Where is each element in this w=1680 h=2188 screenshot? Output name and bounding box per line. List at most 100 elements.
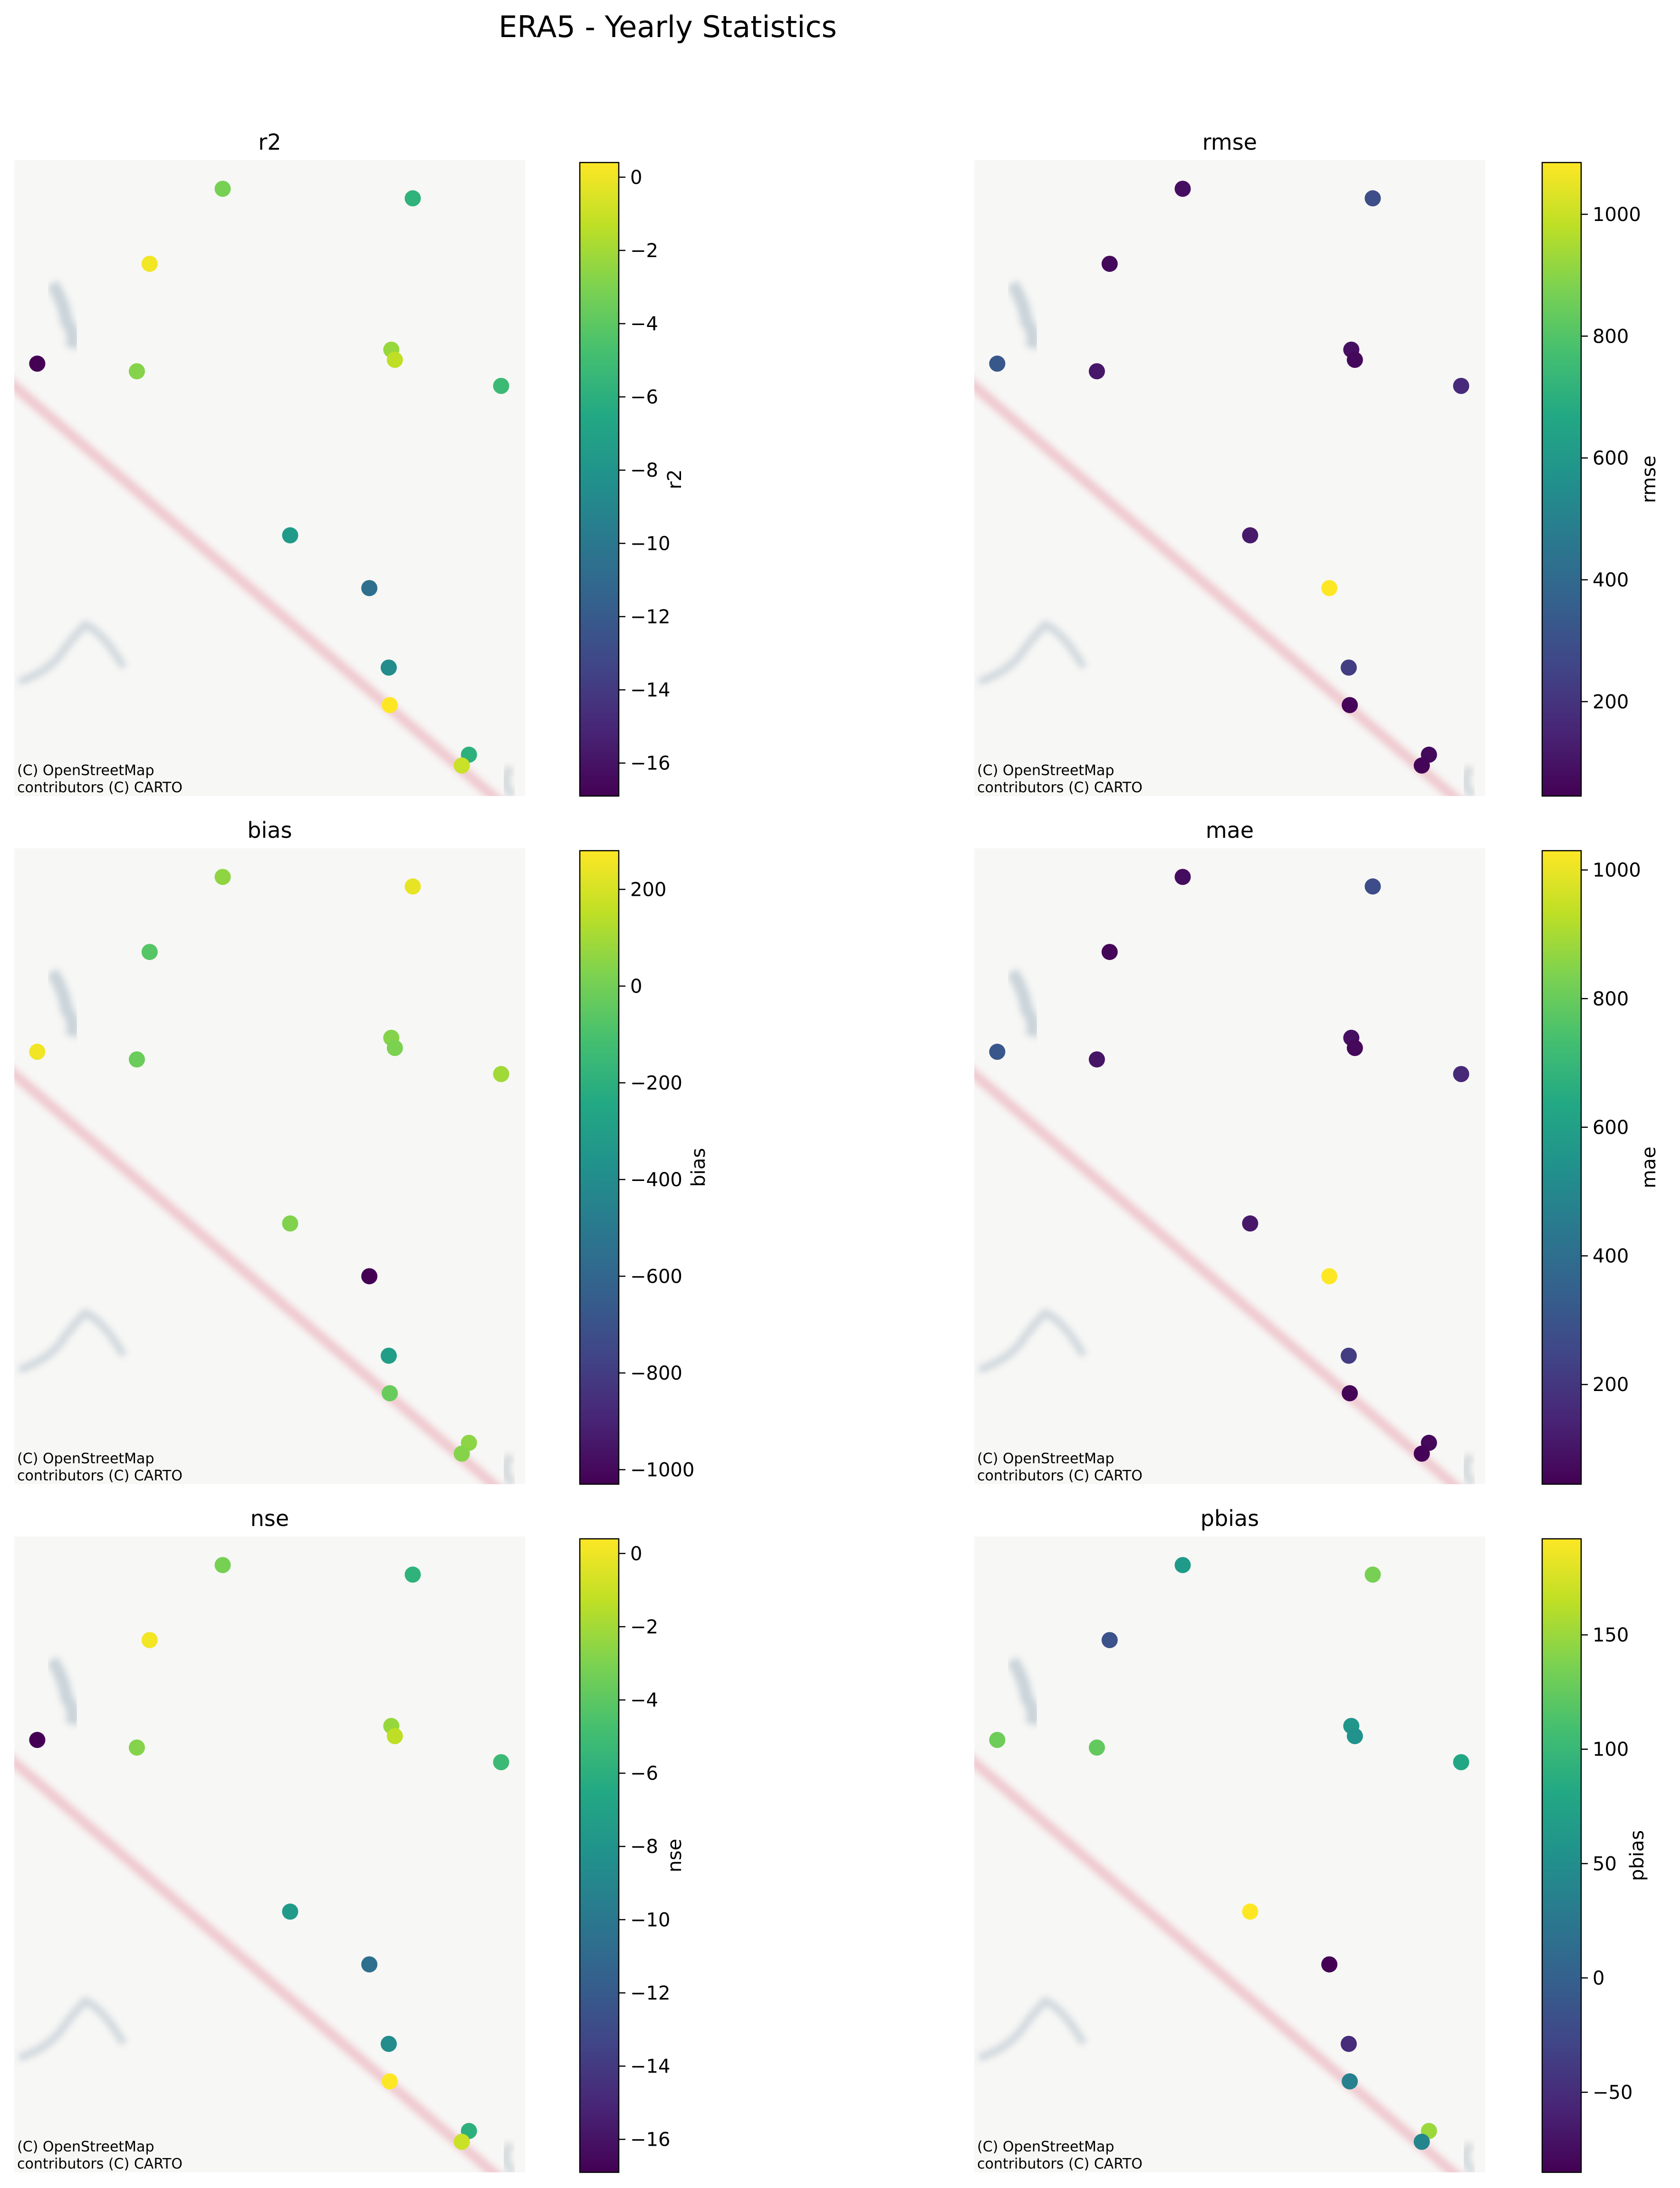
map-attribution: (C) OpenStreetMap [977,762,1114,779]
data-point [1346,352,1363,368]
colorbar-label: bias [688,1148,710,1187]
road-line [974,1756,1461,2172]
colorbar-tick-label: −2 [630,240,658,262]
data-point [29,1732,46,1748]
road-line [14,379,501,796]
data-point [1101,944,1118,960]
water-feature [47,969,79,1038]
colorbar-tick-label: 400 [1593,1246,1629,1267]
data-point [214,181,231,197]
colorbar-gradient [1541,162,1582,797]
basemap [974,160,1485,796]
data-point [493,377,509,394]
basemap-background [974,160,1485,796]
map-attribution: (C) OpenStreetMap [17,762,154,779]
data-point [493,1754,509,1770]
basemap-background [974,848,1485,1484]
data-points [989,869,1469,1462]
water-feature [1007,969,1039,1038]
colorbar-label: rmse [1638,455,1660,503]
colorbar-tick-label: 150 [1593,1624,1629,1646]
data-point [214,1557,231,1574]
road-line [14,1756,501,2172]
data-point [1413,1445,1430,1462]
panel-title: rmse [1202,129,1257,155]
data-point [361,580,378,596]
data-point [1342,1385,1358,1401]
water-feature [1461,1453,1477,1484]
data-point [1321,1956,1338,1973]
data-point [382,697,398,713]
water-feature [18,1308,127,1373]
data-point [141,944,158,960]
colorbar-gradient [579,162,620,797]
data-point [1346,1728,1363,1745]
colorbar-tick-label: −2 [630,1616,658,1638]
colorbar-tick-label: 1000 [1593,204,1641,226]
data-point [1342,2073,1358,2090]
panel-title: r2 [258,129,281,155]
data-point [1364,190,1381,207]
colorbar: 150 100 50 0 −50 pbias [1541,1538,1648,2173]
colorbar-gradient [1541,850,1582,1485]
data-point [361,1268,378,1285]
data-point [386,1040,403,1056]
data-point [1174,869,1191,885]
colorbar-tick-label: 0 [1593,1967,1604,1989]
colorbar-tick-label: −8 [630,460,658,481]
data-point [1174,181,1191,197]
data-point [1413,757,1430,774]
water-feature [501,2141,517,2172]
data-points [989,181,1469,774]
water-feature [18,620,127,685]
data-point [989,1044,1006,1060]
panel-title: mae [1206,817,1254,843]
data-point [1089,363,1105,380]
colorbar-label: nse [664,1839,686,1872]
data-point [1364,878,1381,895]
water-feature [47,280,79,350]
data-points [29,181,509,774]
basemap-background [14,1536,525,2172]
water-feature [1007,1657,1039,1727]
basemap [14,160,525,796]
water-feature [47,1657,79,1727]
data-point [282,527,298,544]
colorbar-label: pbias [1626,1830,1648,1881]
panel-title: pbias [1200,1506,1259,1531]
data-point [1340,1347,1357,1364]
colorbar-tick-label: 800 [1593,326,1629,347]
colorbar-label: mae [1638,1146,1660,1188]
road-line [974,1067,1461,1484]
water-feature [501,1453,517,1484]
data-point [1340,2035,1357,2052]
data-point [141,256,158,272]
colorbar-gradient [579,850,620,1485]
data-point [453,757,470,774]
water-feature [18,1996,127,2062]
data-point [386,1728,403,1745]
data-points [29,1557,509,2150]
road-line [14,1067,501,1484]
data-points [29,869,509,1462]
colorbar-tick-label: −6 [630,1763,658,1785]
map-attribution: contributors (C) CARTO [17,1468,182,1484]
basemap [14,848,525,1484]
colorbar: 200 0 −200 −400 −600 −800 −1000 bias [579,850,710,1485]
basemap-background [14,848,525,1484]
data-point [129,1051,145,1068]
basemap [974,848,1485,1484]
colorbar-tick-label: −600 [630,1266,682,1287]
colorbar-tick-label: −16 [630,753,670,775]
data-point [1342,697,1358,713]
basemap-background [974,1536,1485,2172]
colorbar-tick-label: 200 [630,879,666,901]
colorbar-tick-label: −12 [630,1982,670,2004]
colorbar: 200 400 600 800 1000 mae [1541,850,1660,1485]
colorbar-tick-label: 0 [630,167,642,189]
colorbar: 200 400 600 800 1000 rmse [1541,162,1660,797]
